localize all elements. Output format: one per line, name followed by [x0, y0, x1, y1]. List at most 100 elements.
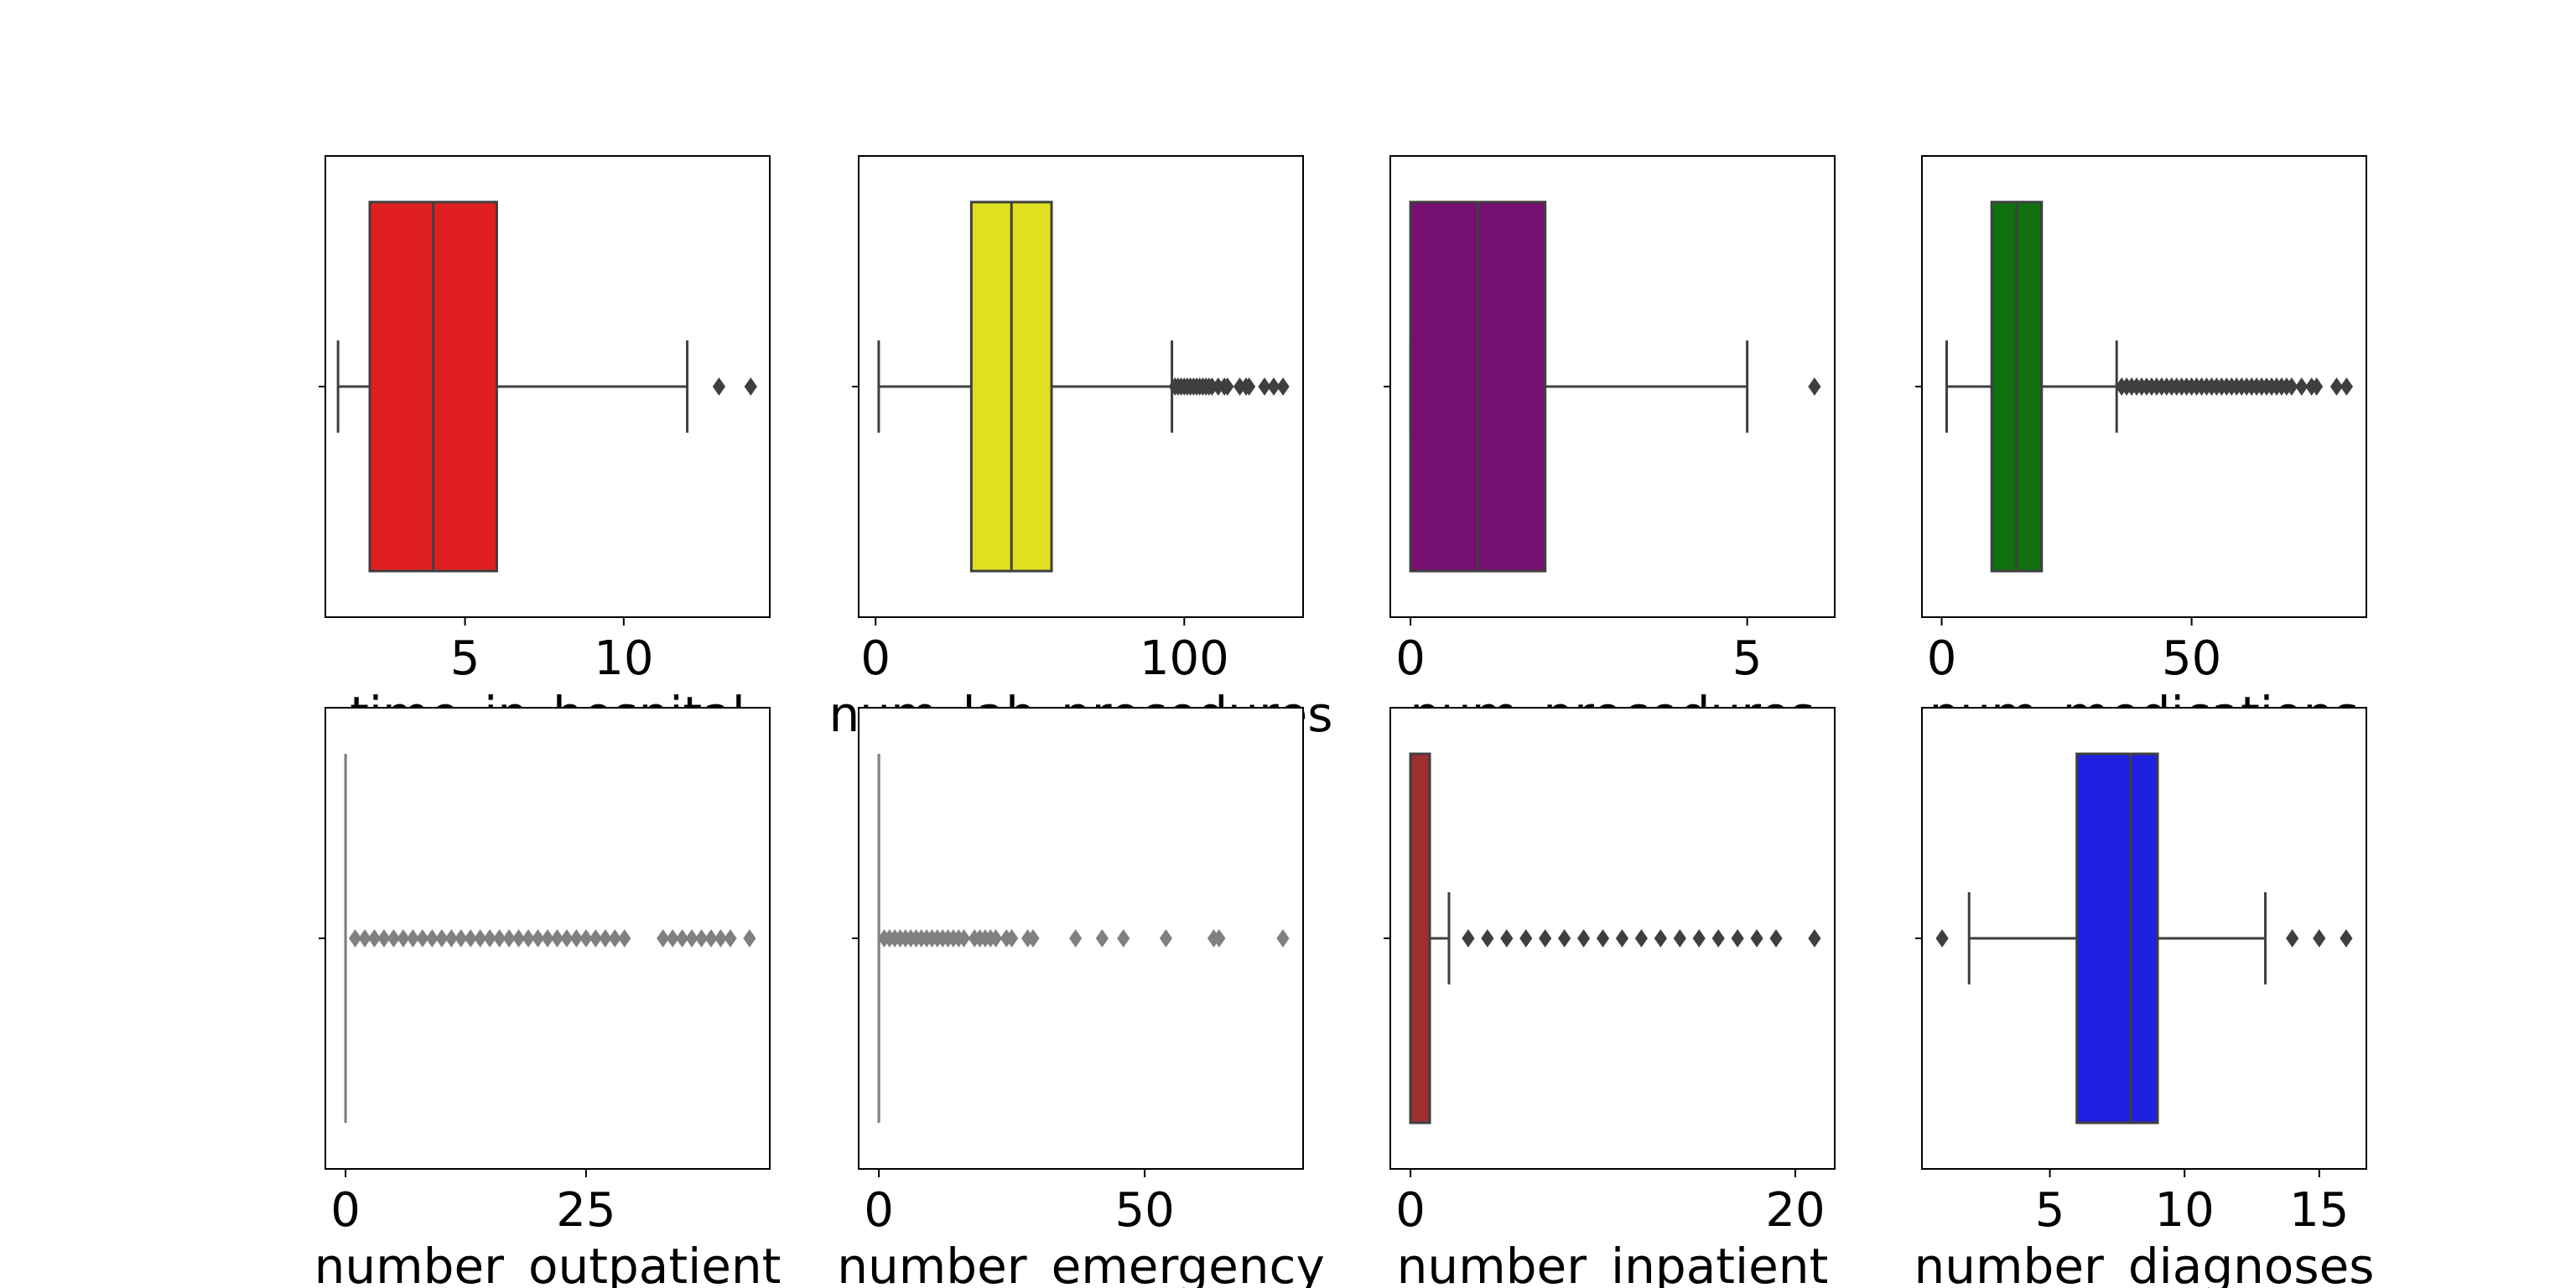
outlier-point	[2286, 929, 2299, 948]
outlier-point	[743, 929, 756, 948]
x-tick-label: 5	[2035, 1183, 2065, 1238]
x-tick-label: 0	[1927, 631, 1957, 686]
outlier-point	[957, 929, 971, 948]
outlier-point	[367, 929, 382, 948]
x-tick-label: 10	[2155, 1183, 2215, 1238]
outlier-point	[522, 929, 535, 948]
outlier-point	[599, 929, 612, 948]
outlier-point	[358, 929, 371, 948]
subplot-time_in_hospital: 510time_in_hospital	[319, 155, 771, 743]
outlier-point	[666, 929, 679, 948]
outlier-point	[560, 929, 574, 948]
axes-background	[1390, 708, 1835, 1169]
outlier-point	[1711, 929, 1725, 948]
outlier-point	[1267, 377, 1280, 396]
x-axis-label: number_diagnoses	[1914, 1238, 2374, 1288]
outlier-point	[1558, 929, 1571, 948]
outlier-point	[435, 929, 449, 948]
outlier-point	[1500, 929, 1514, 948]
outlier-point	[454, 929, 468, 948]
outlier-point	[377, 929, 391, 948]
outlier-point	[685, 929, 699, 948]
subplot-num_lab_procedures: 0100num_lab_procedures	[829, 155, 1333, 743]
outlier-point	[1634, 929, 1649, 948]
outlier-point	[569, 929, 584, 948]
outlier-point	[589, 929, 602, 948]
outlier-point	[1221, 377, 1234, 396]
outlier-point	[1596, 929, 1610, 948]
x-tick-label: 0	[860, 631, 891, 686]
outlier-point	[1213, 929, 1226, 948]
outlier-point	[579, 929, 593, 948]
outlier-point	[512, 929, 526, 948]
outlier-point	[1654, 929, 1667, 948]
x-tick-label: 5	[1732, 631, 1763, 686]
outlier-point	[531, 929, 545, 948]
outlier-point	[1159, 929, 1173, 948]
outlier-point	[550, 929, 564, 948]
outlier-point	[1731, 929, 1744, 948]
x-tick-label: 50	[2162, 631, 2221, 686]
outlier-point	[989, 929, 1003, 948]
iqr-box	[2075, 752, 2159, 1124]
outlier-point	[1576, 929, 1591, 948]
outlier-point	[712, 377, 726, 396]
subplot-num_procedures: 05num_procedures	[1384, 155, 1836, 743]
outlier-point	[2340, 377, 2354, 396]
x-tick-label: 0	[330, 1183, 361, 1238]
x-axis-label: number_outpatient	[314, 1238, 782, 1288]
x-tick-label: 25	[556, 1183, 615, 1238]
outlier-point	[2313, 929, 2326, 948]
outlier-point	[694, 929, 709, 948]
x-tick-label: 5	[450, 631, 480, 686]
outlier-point	[1539, 929, 1552, 948]
x-tick-label: 0	[1395, 631, 1426, 686]
outlier-point	[2329, 377, 2344, 396]
outlier-point	[1808, 929, 1821, 948]
outlier-point	[608, 929, 621, 948]
x-tick-label: 0	[864, 1183, 894, 1238]
x-tick-label: 50	[1114, 1183, 1174, 1238]
outlier-point	[1935, 929, 1949, 948]
outlier-point	[483, 929, 496, 948]
outlier-point	[744, 377, 757, 396]
outlier-point	[464, 929, 477, 948]
outlier-point	[704, 929, 718, 948]
outlier-point	[1519, 929, 1533, 948]
outlier-point	[1750, 929, 1763, 948]
outlier-point	[474, 929, 487, 948]
outlier-point	[1005, 929, 1019, 948]
x-axis-label: number_emergency	[837, 1238, 1325, 1288]
outlier-point	[2310, 377, 2324, 396]
outlier-point	[348, 929, 362, 948]
outlier-point	[1692, 929, 1706, 948]
outlier-point	[618, 929, 631, 948]
outlier-point	[1069, 929, 1083, 948]
outlier-point	[1276, 377, 1290, 396]
outlier-point	[1481, 929, 1494, 948]
outlier-point	[1242, 377, 1256, 396]
x-axis-label: number_inpatient	[1397, 1238, 1829, 1288]
outlier-point	[714, 929, 728, 948]
outlier-point	[1462, 929, 1475, 948]
x-tick-label: 10	[594, 631, 653, 686]
outlier-point	[657, 929, 670, 948]
outlier-point	[675, 929, 689, 948]
outlier-point	[1026, 929, 1040, 948]
outlier-point	[2295, 377, 2309, 396]
outlier-point	[502, 929, 516, 948]
outlier-point	[1258, 377, 1271, 396]
outlier-point	[397, 929, 410, 948]
outlier-point	[724, 929, 737, 948]
outlier-point	[1673, 929, 1686, 948]
x-tick-label: 15	[2289, 1183, 2349, 1238]
outlier-point	[406, 929, 420, 948]
outlier-point	[1769, 929, 1783, 948]
outlier-point	[1095, 929, 1109, 948]
